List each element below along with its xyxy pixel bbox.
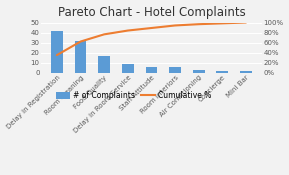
- Legend: # of Complaints, Cumulative %: # of Complaints, Cumulative %: [53, 88, 214, 103]
- Bar: [122, 64, 134, 73]
- Bar: [51, 31, 63, 73]
- Bar: [98, 56, 110, 73]
- Bar: [216, 71, 228, 73]
- Bar: [146, 67, 157, 73]
- Bar: [75, 41, 86, 73]
- Bar: [240, 71, 252, 73]
- Bar: [169, 67, 181, 73]
- Bar: [193, 70, 205, 73]
- Title: Pareto Chart - Hotel Complaints: Pareto Chart - Hotel Complaints: [58, 6, 245, 19]
